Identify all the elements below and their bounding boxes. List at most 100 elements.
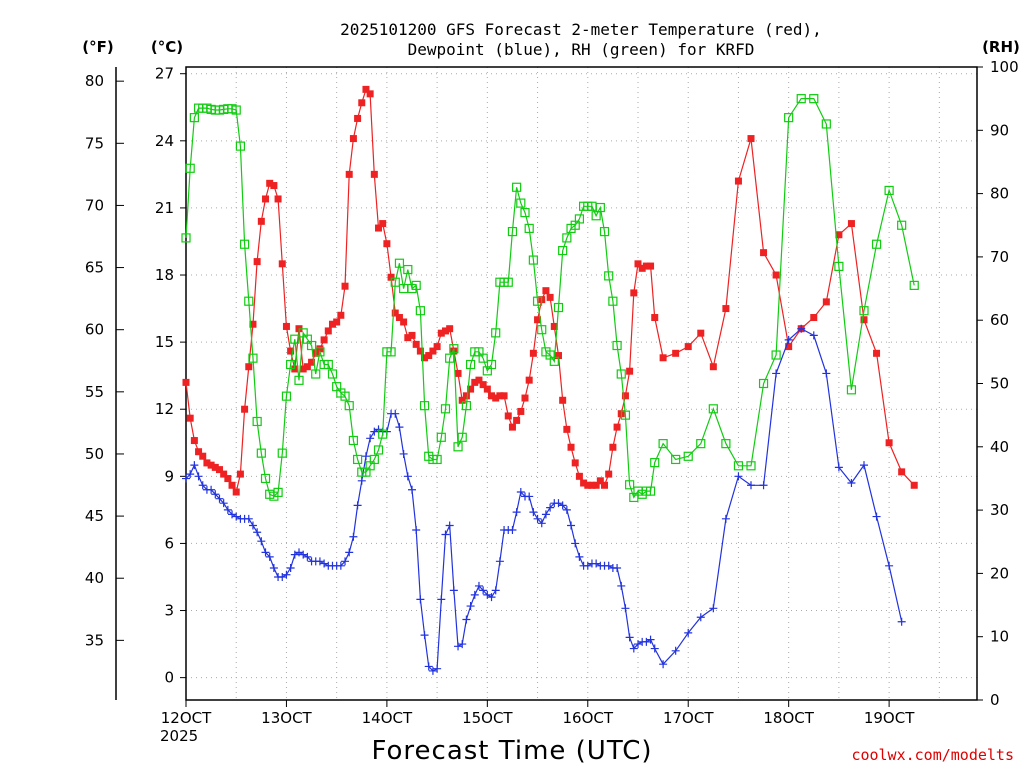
- rh-point: [846, 385, 857, 395]
- rh-point: [461, 401, 472, 411]
- temperature-point: [228, 481, 236, 489]
- dewpoint-point: [617, 581, 626, 590]
- rh-point: [340, 391, 350, 401]
- dewpoint-point: [420, 631, 429, 640]
- temperature-point: [521, 394, 529, 402]
- rh-point: [625, 480, 635, 490]
- temperature-point: [613, 423, 621, 431]
- dewpoint-point: [613, 564, 622, 573]
- rh-point: [294, 375, 304, 385]
- rh-point: [859, 306, 869, 316]
- dewpoint-point: [345, 548, 354, 557]
- rh-point: [181, 233, 191, 243]
- temperature-point: [416, 347, 424, 355]
- rh-point: [252, 416, 262, 427]
- dewpoint-point: [659, 660, 668, 669]
- temperature-point: [287, 347, 295, 355]
- dewpoint-point: [646, 635, 655, 644]
- dewpoint-point: [278, 572, 287, 581]
- dewpoint-point: [575, 552, 584, 561]
- temperature-point: [500, 392, 508, 400]
- rh-tick-label: 10: [990, 628, 1009, 646]
- rh-point: [373, 445, 384, 455]
- rh-point: [436, 432, 446, 442]
- temperature-point: [220, 470, 228, 478]
- fahrenheit-tick-label: 45: [85, 507, 104, 525]
- rh-point: [369, 454, 379, 465]
- rh-point: [449, 344, 459, 354]
- rh-tick-label: 60: [990, 311, 1009, 329]
- temperature-point: [697, 329, 705, 337]
- dewpoint-point: [391, 409, 400, 418]
- temperature-point: [542, 287, 550, 295]
- rh-point: [733, 461, 744, 471]
- temperature-point: [471, 378, 479, 386]
- rh-point: [512, 182, 522, 192]
- rh-point: [721, 439, 731, 449]
- temperature-point: [249, 320, 257, 328]
- temperature-point: [429, 347, 437, 355]
- rh-point: [348, 435, 359, 446]
- dewpoint-point: [558, 501, 567, 510]
- dewpoint-point: [897, 617, 906, 626]
- dewpoint-point: [604, 561, 613, 570]
- rh-point: [260, 473, 271, 484]
- temperature-point: [446, 325, 454, 333]
- rh-point: [491, 328, 501, 338]
- dewpoint-point: [671, 646, 680, 655]
- dewpoint-point: [353, 501, 362, 510]
- dewpoint-point: [562, 505, 571, 514]
- rh-tick-label: 30: [990, 501, 1009, 519]
- temperature-point: [567, 443, 575, 451]
- temperature-point: [278, 260, 286, 268]
- dewpoint-point: [223, 505, 232, 514]
- temperature-point: [404, 334, 412, 342]
- rh-point: [708, 404, 718, 414]
- dewpoint-point: [525, 492, 534, 501]
- x-tick-label: 17OCT: [663, 709, 714, 727]
- temperature-point: [513, 416, 521, 424]
- fahrenheit-tick-label: 60: [85, 321, 104, 339]
- temperature-point: [262, 195, 270, 203]
- rh-tick-label: 100: [990, 58, 1019, 76]
- temperature-point: [467, 385, 475, 393]
- temperature-point: [609, 443, 617, 451]
- temperature-point: [341, 282, 349, 290]
- temperature-point: [408, 331, 416, 339]
- temperature-point: [822, 298, 830, 306]
- rh-tick-label: 50: [990, 375, 1009, 393]
- dewpoint-point: [872, 512, 881, 521]
- dewpoint-point: [182, 474, 190, 483]
- dewpoint-point: [696, 613, 705, 622]
- rh-point: [612, 340, 622, 351]
- rh-point: [478, 353, 488, 363]
- dewpoint-point: [487, 593, 496, 602]
- fahrenheit-tick-label: 65: [85, 259, 104, 277]
- rh-point: [235, 141, 246, 151]
- temperature-point: [873, 349, 881, 357]
- rh-point: [796, 94, 806, 104]
- rh-tick-label: 0: [990, 691, 1000, 709]
- temperature-point: [810, 314, 818, 322]
- temperature-point: [316, 345, 324, 353]
- dewpoint-point: [809, 331, 818, 340]
- temperature-point: [534, 316, 542, 324]
- temperature-point: [592, 481, 600, 489]
- temperature-point: [253, 258, 261, 266]
- temperature-point: [236, 470, 244, 478]
- temperature-point: [546, 293, 554, 301]
- dewpoint-point: [684, 628, 693, 637]
- dewpoint-point: [361, 452, 370, 461]
- dewpoint-point: [219, 499, 228, 508]
- rh-point: [520, 207, 530, 218]
- temperature-point: [626, 367, 634, 375]
- dewpoint-point: [860, 461, 868, 470]
- temperature-point: [475, 376, 483, 384]
- rh-tick-label: 70: [990, 248, 1009, 266]
- rh-point: [189, 113, 199, 123]
- temperature-point: [508, 423, 516, 431]
- temperature-point: [638, 264, 646, 272]
- dewpoint-point: [228, 510, 237, 519]
- dewpoint-point: [554, 499, 563, 508]
- rh-point: [281, 391, 292, 401]
